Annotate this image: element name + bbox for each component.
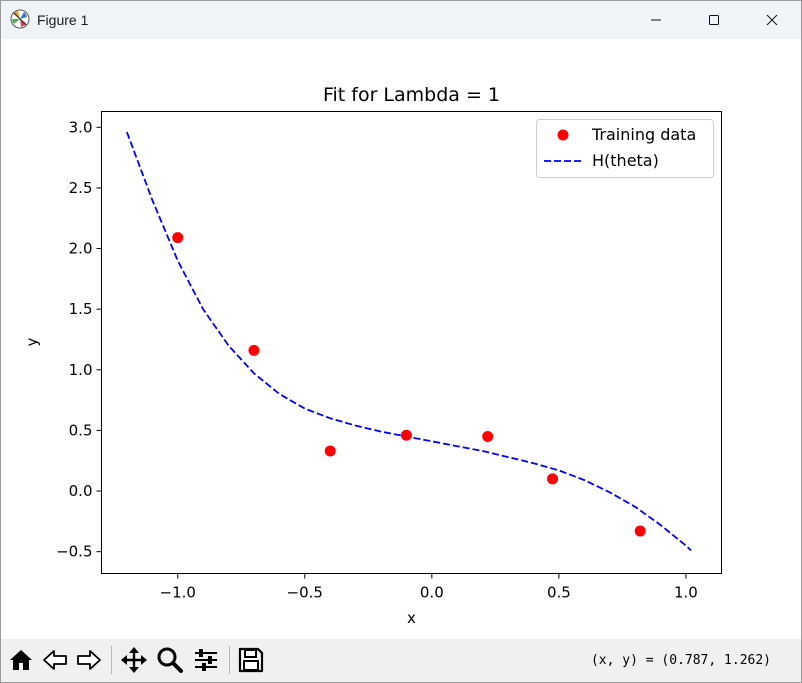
legend-label-training-data: Training data: [591, 125, 696, 144]
x-tick-label: −1.0: [160, 584, 196, 602]
close-icon: [766, 14, 778, 26]
training-data-point: [634, 525, 646, 537]
toolbar-separator: [111, 646, 112, 674]
y-ticks: −0.5 0.0 0.5 1.0 1.5 2.0 2.5 3.0: [56, 118, 102, 561]
home-button[interactable]: [5, 644, 37, 676]
y-tick-label: 1.0: [69, 361, 93, 379]
training-data-point: [400, 429, 412, 441]
title-bar[interactable]: Figure 1: [1, 1, 801, 39]
x-axis-label: x: [407, 609, 416, 627]
configure-subplots-icon: [195, 649, 217, 671]
navigation-toolbar: (x, y) = (0.787, 1.262): [1, 639, 801, 682]
training-data-point: [324, 445, 336, 457]
legend-box: [536, 119, 714, 178]
forward-button[interactable]: [73, 644, 105, 676]
save-icon: [238, 647, 264, 673]
y-tick-label: −0.5: [56, 543, 92, 561]
y-tick-label: 3.0: [69, 118, 93, 136]
minimize-button[interactable]: [627, 1, 685, 39]
zoom-icon: [157, 647, 183, 673]
y-tick-label: 0.0: [69, 482, 93, 500]
toolbar-separator: [229, 646, 230, 674]
training-data-point: [547, 473, 559, 485]
x-tick-label: 0.5: [547, 584, 571, 602]
fit-line: [126, 131, 692, 552]
matplotlib-icon: [10, 9, 30, 29]
close-button[interactable]: [743, 1, 801, 39]
x-ticks: −1.0 −0.5 0.0 0.5 1.0: [160, 573, 698, 602]
x-tick-label: −0.5: [287, 584, 323, 602]
y-tick-label: 1.5: [69, 300, 93, 318]
pan-button[interactable]: [118, 644, 150, 676]
window-title: Figure 1: [37, 12, 89, 28]
home-icon: [10, 650, 32, 670]
y-tick-label: 0.5: [69, 421, 93, 439]
back-icon: [43, 650, 67, 670]
legend: Training data H(theta): [536, 119, 714, 178]
training-points: [172, 232, 646, 537]
training-data-point: [172, 232, 184, 244]
y-axis-label: y: [23, 337, 41, 346]
save-button[interactable]: [235, 644, 267, 676]
back-button[interactable]: [39, 644, 71, 676]
chart-title: Fit for Lambda = 1: [323, 84, 500, 106]
legend-label-h-theta: H(theta): [592, 151, 659, 170]
training-data-point: [248, 344, 260, 356]
configure-subplots-button[interactable]: [190, 644, 222, 676]
x-tick-label: 1.0: [674, 584, 698, 602]
x-tick-label: 0.0: [420, 584, 444, 602]
minimize-icon: [651, 19, 661, 21]
training-data-point: [482, 430, 494, 442]
pan-icon: [121, 647, 147, 673]
maximize-icon: [709, 15, 719, 25]
forward-icon: [77, 650, 101, 670]
y-tick-label: 2.5: [69, 179, 93, 197]
figure-canvas[interactable]: −1.0 −0.5 0.0 0.5 1.0 −0.5 0.0 0.5 1.0 1.5 2.0 2.5…: [1, 39, 801, 638]
chart[interactable]: −1.0 −0.5 0.0 0.5 1.0 −0.5 0.0 0.5 1.0 1.5 2.0 2.5…: [1, 39, 801, 638]
cursor-coordinates: (x, y) = (0.787, 1.262): [590, 653, 771, 668]
maximize-button[interactable]: [685, 1, 743, 39]
axes-frame: [101, 111, 722, 574]
legend-marker-training-data: [557, 129, 569, 141]
y-tick-label: 2.0: [69, 240, 93, 258]
zoom-button[interactable]: [154, 644, 186, 676]
